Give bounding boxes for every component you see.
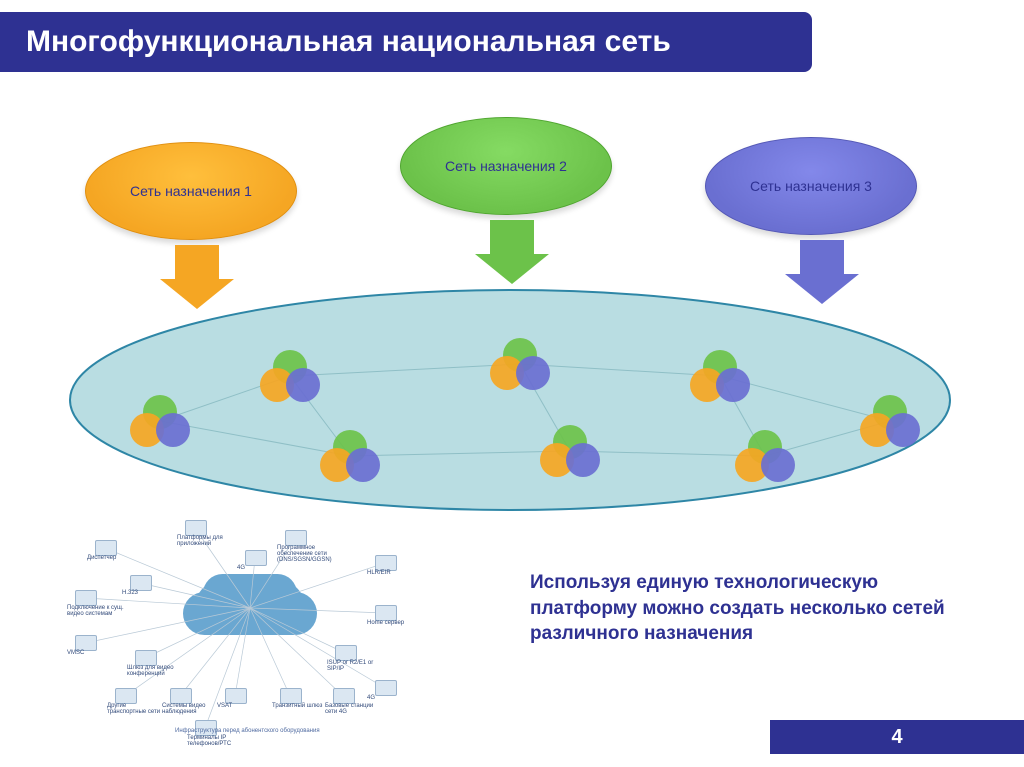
cluster-node-4 [490, 338, 550, 390]
arrow-head-1 [160, 279, 234, 309]
tech-box-icon [335, 645, 357, 661]
edge [290, 364, 520, 376]
tech-label: 4G [237, 565, 297, 571]
slide-root: Многофункциональная национальная сеть Се… [0, 0, 1024, 767]
tech-box-icon [75, 590, 97, 606]
tech-box-icon [115, 688, 137, 704]
tech-label: HLR/EIR [367, 570, 427, 576]
arrow-stem-3 [800, 240, 844, 274]
tech-box-icon [375, 605, 397, 621]
tech-label: H.323 [122, 590, 182, 596]
tech-label: Транзитный шлюз [272, 703, 332, 709]
edge [350, 451, 570, 456]
cluster-circle [886, 413, 920, 447]
destination-bubble-3: Сеть назначения 3 [705, 137, 917, 235]
title-bar: Многофункциональная национальная сеть [0, 12, 812, 72]
tech-box-icon [333, 688, 355, 704]
cluster-node-6 [690, 350, 750, 402]
tech-box-icon [280, 688, 302, 704]
tech-label: Терминалы IP телефонов/РТС [187, 735, 247, 747]
cluster-node-5 [540, 425, 600, 477]
tech-label: Системы видео наблюдения [162, 703, 222, 715]
tech-label: Платформы для приложений [177, 535, 237, 547]
description-text: Используя единую технологическую платфор… [530, 570, 960, 647]
tech-label: Программное обеспечение сети (DNS/SGSN/G… [277, 545, 337, 563]
page-number: 4 [891, 726, 902, 749]
tech-box-icon [375, 680, 397, 696]
tech-diagram: Диспетчер Платформы для приложений Програм… [75, 510, 415, 740]
tech-box-icon [130, 575, 152, 591]
cluster-circle [516, 356, 550, 390]
tech-label: Подключение к сущ. видео системам [67, 605, 127, 617]
cluster-node-7 [735, 430, 795, 482]
cluster-circle [716, 368, 750, 402]
page-number-bar: 4 [770, 720, 1024, 754]
tech-label: Базовые станции сети 4G [325, 703, 385, 715]
tech-box-icon [285, 530, 307, 546]
arrow-head-3 [785, 274, 859, 304]
cluster-circle [761, 448, 795, 482]
cluster-node-1 [130, 395, 190, 447]
destination-bubble-1: Сеть назначения 1 [85, 142, 297, 240]
tech-label: VSAT [217, 703, 277, 709]
destination-bubble-2: Сеть назначения 2 [400, 117, 612, 215]
cluster-circle [346, 448, 380, 482]
tech-box-icon [170, 688, 192, 704]
tech-footer-label: Инфраструктура перед абонентского оборуд… [175, 728, 335, 734]
tech-label: Другие транспортные сети [107, 703, 167, 715]
tech-label: Home сервер [367, 620, 427, 626]
cluster-node-8 [860, 395, 920, 447]
tech-label: Диспетчер [87, 555, 147, 561]
arrow-head-2 [475, 254, 549, 284]
tech-label: Шлюз для видео конференций [127, 665, 187, 677]
tech-box-icon [75, 635, 97, 651]
tech-box-icon [185, 520, 207, 536]
platform-ellipse [70, 290, 950, 510]
tech-box-icon [225, 688, 247, 704]
tech-label: VMSC [67, 650, 127, 656]
tech-box-icon [245, 550, 267, 566]
arrow-stem-2 [490, 220, 534, 254]
arrow-stem-1 [175, 245, 219, 279]
tech-box-icon [135, 650, 157, 666]
tech-box-icon [95, 540, 117, 556]
tech-label: 4G [367, 695, 427, 701]
cluster-node-3 [320, 430, 380, 482]
cluster-circle [156, 413, 190, 447]
cluster-node-2 [260, 350, 320, 402]
slide-title: Многофункциональная национальная сеть [26, 25, 671, 59]
cluster-circle [566, 443, 600, 477]
tech-box-icon [375, 555, 397, 571]
cluster-circle [286, 368, 320, 402]
tech-label: ISUP or R2/E1 or SIP/IP [327, 660, 387, 672]
